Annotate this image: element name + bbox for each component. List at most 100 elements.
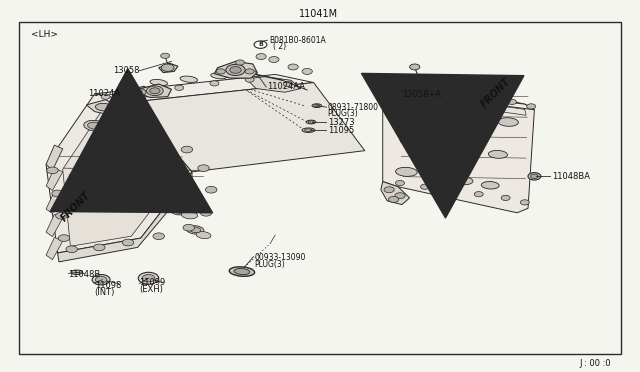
Circle shape bbox=[236, 60, 244, 65]
Text: 11041M: 11041M bbox=[299, 9, 339, 19]
Circle shape bbox=[288, 64, 298, 70]
Text: 11048BA: 11048BA bbox=[552, 172, 589, 181]
Polygon shape bbox=[383, 86, 534, 110]
Text: ( 2): ( 2) bbox=[273, 42, 287, 51]
Polygon shape bbox=[381, 182, 410, 205]
Ellipse shape bbox=[181, 211, 198, 219]
Ellipse shape bbox=[186, 226, 204, 234]
Circle shape bbox=[397, 86, 406, 91]
Ellipse shape bbox=[84, 121, 106, 131]
Text: 11098: 11098 bbox=[95, 281, 121, 290]
Circle shape bbox=[147, 86, 163, 96]
Ellipse shape bbox=[147, 167, 165, 175]
Ellipse shape bbox=[405, 103, 427, 113]
Ellipse shape bbox=[425, 172, 445, 180]
Circle shape bbox=[226, 64, 245, 76]
Circle shape bbox=[56, 212, 67, 219]
Ellipse shape bbox=[71, 270, 83, 275]
Circle shape bbox=[245, 77, 254, 82]
Circle shape bbox=[150, 88, 160, 94]
Text: 11024A: 11024A bbox=[88, 89, 120, 98]
Text: 13273: 13273 bbox=[328, 118, 355, 126]
Polygon shape bbox=[46, 191, 63, 214]
Bar bbox=[19, 22, 621, 354]
Polygon shape bbox=[46, 145, 63, 170]
Circle shape bbox=[527, 104, 536, 109]
Circle shape bbox=[451, 93, 460, 98]
Circle shape bbox=[410, 64, 420, 70]
Text: 08931-71800: 08931-71800 bbox=[328, 103, 379, 112]
Text: 00933-13090: 00933-13090 bbox=[255, 253, 306, 262]
Ellipse shape bbox=[134, 160, 147, 167]
Circle shape bbox=[95, 276, 107, 283]
Circle shape bbox=[198, 165, 209, 171]
Text: 13058: 13058 bbox=[113, 66, 140, 75]
Text: B081B0-8601A: B081B0-8601A bbox=[269, 36, 326, 45]
Circle shape bbox=[140, 90, 148, 95]
Ellipse shape bbox=[170, 205, 189, 215]
Ellipse shape bbox=[196, 232, 211, 238]
Polygon shape bbox=[46, 94, 192, 253]
Circle shape bbox=[205, 186, 217, 193]
Ellipse shape bbox=[468, 113, 490, 122]
Circle shape bbox=[269, 57, 279, 62]
Circle shape bbox=[47, 167, 58, 174]
Circle shape bbox=[528, 173, 541, 180]
Ellipse shape bbox=[119, 82, 137, 89]
Ellipse shape bbox=[306, 120, 316, 124]
Ellipse shape bbox=[173, 207, 186, 213]
Ellipse shape bbox=[88, 122, 102, 129]
Circle shape bbox=[256, 54, 266, 60]
Ellipse shape bbox=[155, 185, 168, 191]
Text: FRONT: FRONT bbox=[59, 190, 92, 223]
Circle shape bbox=[93, 244, 105, 251]
Circle shape bbox=[161, 64, 174, 71]
Circle shape bbox=[423, 89, 432, 94]
Polygon shape bbox=[383, 78, 534, 213]
Ellipse shape bbox=[400, 136, 422, 145]
Ellipse shape bbox=[305, 129, 312, 132]
Polygon shape bbox=[46, 237, 63, 260]
Ellipse shape bbox=[437, 108, 459, 117]
Polygon shape bbox=[396, 91, 526, 115]
Circle shape bbox=[230, 67, 241, 73]
Ellipse shape bbox=[110, 137, 131, 147]
Ellipse shape bbox=[308, 121, 314, 123]
Text: 11095: 11095 bbox=[328, 126, 354, 135]
Circle shape bbox=[153, 233, 164, 240]
Text: B: B bbox=[258, 42, 263, 47]
Ellipse shape bbox=[229, 267, 255, 276]
Ellipse shape bbox=[211, 73, 227, 79]
Ellipse shape bbox=[481, 182, 499, 189]
Polygon shape bbox=[86, 100, 125, 115]
Circle shape bbox=[412, 77, 423, 84]
Text: 11024AA: 11024AA bbox=[268, 82, 305, 91]
Circle shape bbox=[388, 196, 399, 202]
Text: 11048B: 11048B bbox=[68, 270, 100, 279]
Ellipse shape bbox=[150, 79, 168, 86]
Polygon shape bbox=[46, 168, 63, 190]
Polygon shape bbox=[214, 61, 257, 78]
Ellipse shape bbox=[189, 227, 201, 232]
Ellipse shape bbox=[180, 76, 198, 83]
Circle shape bbox=[284, 81, 292, 87]
Text: FRONT: FRONT bbox=[479, 76, 513, 109]
Circle shape bbox=[183, 224, 195, 231]
Ellipse shape bbox=[302, 128, 315, 132]
Ellipse shape bbox=[429, 141, 451, 150]
Ellipse shape bbox=[114, 139, 127, 145]
Text: J : 00 :0: J : 00 :0 bbox=[580, 359, 611, 368]
Polygon shape bbox=[133, 83, 365, 172]
Ellipse shape bbox=[396, 167, 417, 176]
Text: PLUG(3): PLUG(3) bbox=[328, 109, 358, 118]
Circle shape bbox=[52, 190, 63, 197]
Circle shape bbox=[520, 200, 529, 205]
Circle shape bbox=[200, 209, 212, 216]
Ellipse shape bbox=[498, 118, 518, 126]
Ellipse shape bbox=[95, 103, 112, 111]
Circle shape bbox=[384, 187, 394, 193]
Ellipse shape bbox=[454, 177, 473, 185]
Circle shape bbox=[216, 69, 225, 74]
Circle shape bbox=[210, 81, 219, 86]
Circle shape bbox=[474, 192, 483, 197]
